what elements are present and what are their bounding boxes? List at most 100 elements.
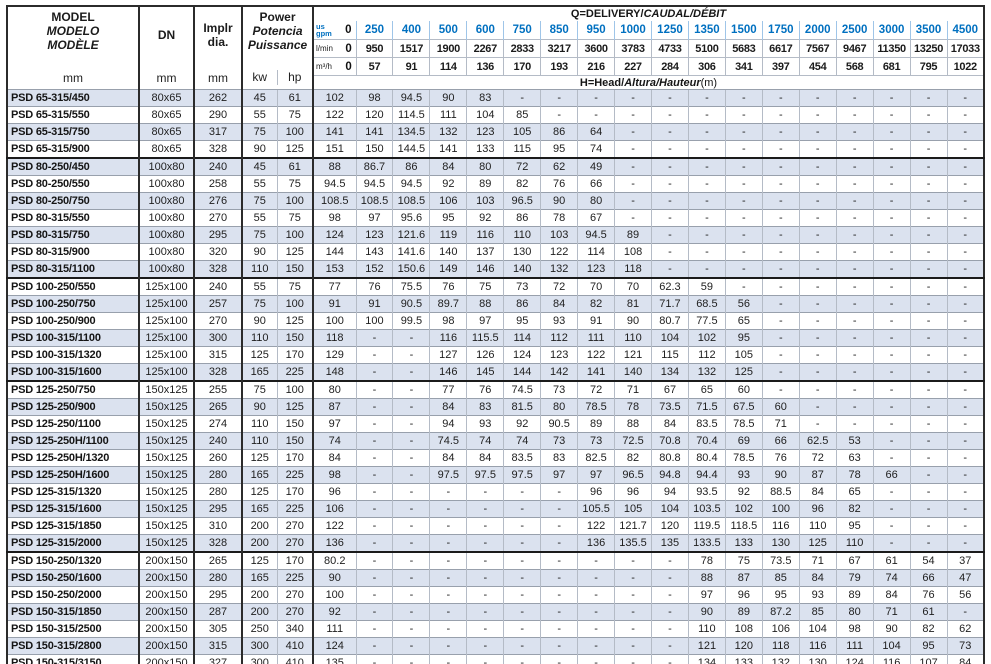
head-value-cell: 118 [614,260,652,278]
head-value-cell: - [540,483,578,501]
head-value-cell: 95 [761,586,800,604]
head-value-cell: 88 [466,295,504,313]
head-value-cell: - [614,157,652,176]
dia-cell: 270 [193,209,242,227]
head-value-cell: - [687,226,726,244]
head-value-cell: - [835,157,874,176]
dia-cell: 240 [193,277,242,296]
model-cell: PSD 150-250/2000 [7,586,140,604]
head-value-cell: - [503,517,541,535]
dia-cell: 328 [193,534,242,552]
head-value-cell: - [835,140,874,158]
head-value-cell: - [798,243,837,261]
head-value-cell: 110 [835,534,874,552]
head-value-cell: 146 [429,363,467,381]
head-value-cell: - [687,209,726,227]
head-value-cell: 89 [466,175,504,193]
head-value-cell: - [614,123,652,141]
head-value-cell: - [724,106,763,124]
head-value-cell: - [503,569,541,587]
head-value-cell: 115 [651,346,689,364]
head-value-cell: 150.6 [392,260,430,278]
head-value-cell: 120 [355,106,393,124]
head-value-cell: 73.5 [651,398,689,416]
head-value-cell: 84 [946,654,984,664]
head-value-cell: - [909,398,947,416]
head-value-cell: 76 [466,380,504,399]
head-value-cell: - [946,363,984,381]
head-value-cell: - [872,260,911,278]
table-row: PSD 125-315/2000 150x125 328 200 270 136- - - - -… [7,534,984,552]
head-value-cell: - [355,466,393,484]
head-value-cell: 78 [614,398,652,416]
kw-cell: 90 [241,140,277,158]
head-value-cell: 94.5 [355,175,393,193]
head-value-cell: 49 [577,157,615,176]
head-value-cell: 81 [614,295,652,313]
head-value-cell: 130 [761,534,800,552]
head-value-cell: 110 [614,329,652,347]
head-value-cell: 67 [651,380,689,399]
head-value-cell: - [651,157,689,176]
head-value-cell: 121.6 [392,226,430,244]
head-value-cell: 71 [872,603,911,621]
head-value-cell: 56 [724,295,763,313]
head-value-cell: - [503,551,541,570]
head-value-cell: 144.5 [392,140,430,158]
head-note: H=Head/Altura/Hauteur(m) [312,75,984,90]
head-value-cell: 73 [577,432,615,450]
lmin-flow-value: 1517 [392,39,430,58]
dn-cell: 150x125 [139,466,194,484]
head-value-cell: - [651,226,689,244]
lmin-flow-value: 5683 [724,39,763,58]
gpm-flow-value: 3500 [909,21,947,40]
head-value-cell: - [835,346,874,364]
dia-cell: 265 [193,398,242,416]
head-value-cell: 90.5 [392,295,430,313]
head-value-cell: - [355,432,393,450]
m3h-flow-value: 397 [761,57,800,76]
lmin-flow-value: 2267 [466,39,504,58]
m3h-flow-value: 193 [540,57,578,76]
head-value-cell: 92 [429,175,467,193]
dn-cell: 200x150 [139,620,194,638]
head-value-cell: - [429,500,467,518]
head-value-cell: 116 [798,637,837,655]
dia-cell: 328 [193,260,242,278]
head-value-cell: - [835,295,874,313]
head-value-cell: - [503,89,541,107]
head-value-cell: - [355,483,393,501]
dn-cell: 100x80 [139,243,194,261]
head-value-cell: - [429,586,467,604]
head-value-cell: - [687,140,726,158]
head-value-cell: 88 [312,157,356,176]
head-value-cell: - [392,363,430,381]
head-value-cell: - [577,89,615,107]
head-value-cell: - [651,586,689,604]
head-value-cell: - [946,277,984,296]
dia-cell: 315 [193,637,242,655]
head-value-cell: 96 [798,500,837,518]
head-value-cell: 122 [312,517,356,535]
head-value-cell: 95 [540,140,578,158]
head-value-cell: 136 [577,534,615,552]
head-value-cell: 102 [312,89,356,107]
dn-cell: 80x65 [139,89,194,107]
head-value-cell: - [687,123,726,141]
table-row: PSD 80-315/900 100x80 320 90 125 144 143 141.6 1… [7,243,984,261]
head-value-cell: - [540,569,578,587]
head-value-cell: 141.6 [392,243,430,261]
head-value-cell: - [540,89,578,107]
hp-cell: 125 [276,243,313,261]
hp-cell: 150 [276,260,313,278]
gpm-flow-value: 3000 [872,21,911,40]
head-value-cell: 91 [312,295,356,313]
dn-cell: 150x125 [139,500,194,518]
head-value-cell: - [909,466,947,484]
head-value-cell: - [835,175,874,193]
table-row: PSD 100-250/750 125x100 257 75 100 91 91 90.5 89… [7,295,984,313]
lmin-flow-value: 1900 [429,39,467,58]
kw-cell: 75 [241,192,277,210]
head-value-cell: - [761,260,800,278]
head-value-cell: - [761,295,800,313]
